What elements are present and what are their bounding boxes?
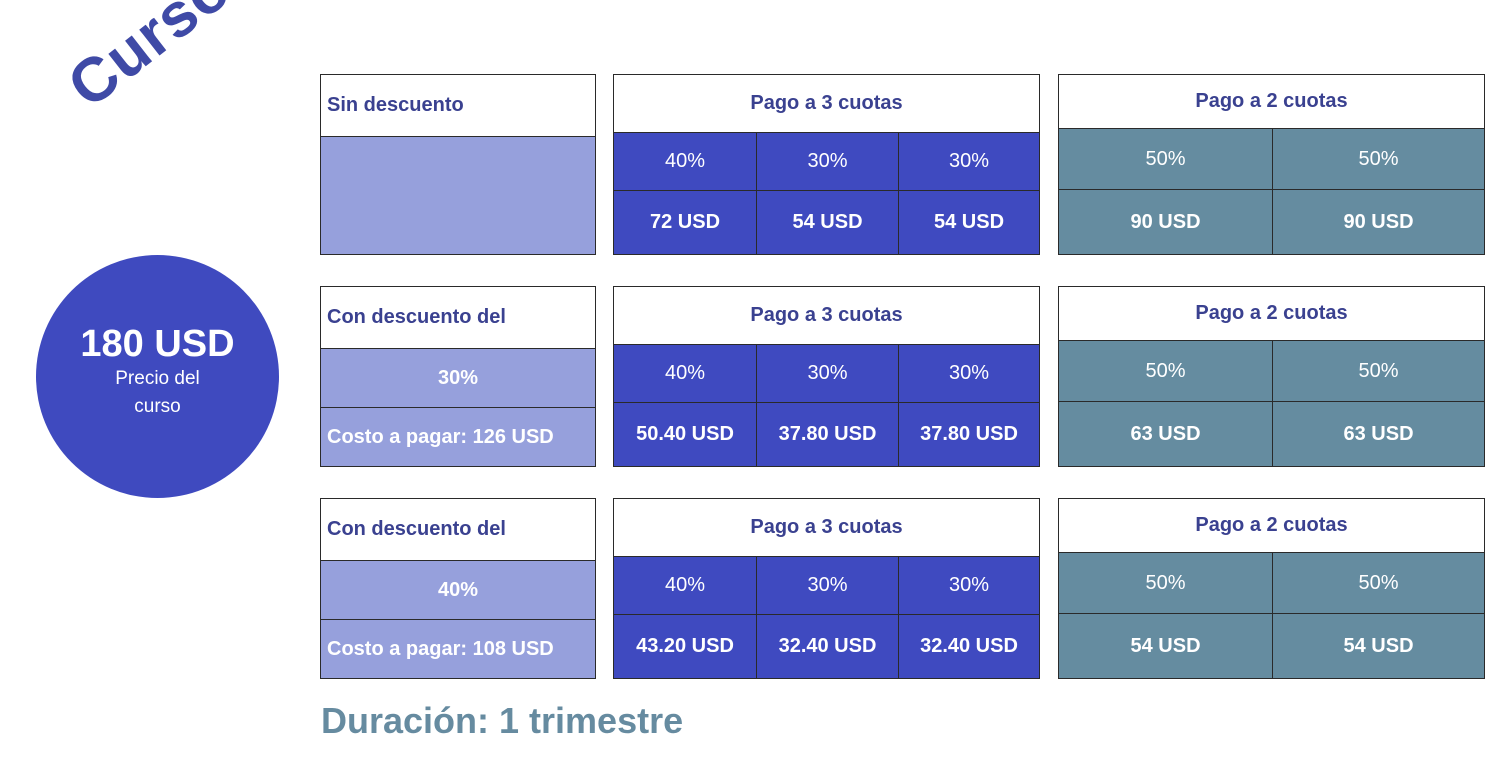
installment-percent: 50% (1059, 340, 1272, 401)
two-installments-header: Pago a 2 cuotas (1059, 75, 1484, 128)
discount-box-40: Con descuento del 40% Costo a pagar: 108… (320, 498, 596, 679)
three-installments-header: Pago a 3 cuotas (614, 75, 1039, 132)
installment-amount: 54 USD (898, 190, 1039, 254)
installment-percent: 30% (898, 132, 1039, 190)
two-installments-header: Pago a 2 cuotas (1059, 287, 1484, 340)
installment-percent: 30% (756, 556, 898, 614)
course-duration: Duración: 1 trimestre (321, 700, 684, 741)
discount-box-none: Sin descuento (320, 74, 596, 255)
two-installments-box: Pago a 2 cuotas 50% 50% 63 USD 63 USD (1058, 286, 1485, 467)
installment-amount: 50.40 USD (614, 402, 756, 466)
installment-amount: 37.80 USD (756, 402, 898, 466)
two-installments-box: Pago a 2 cuotas 50% 50% 90 USD 90 USD (1058, 74, 1485, 255)
two-installments-box: Pago a 2 cuotas 50% 50% 54 USD 54 USD (1058, 498, 1485, 679)
page-title: Cursos (55, 0, 272, 122)
course-price: 180 USD (80, 323, 235, 366)
discount-header: Con descuento del (321, 287, 595, 348)
price-badge: 180 USD Precio del curso (36, 255, 279, 498)
discount-cost: Costo a pagar: 108 USD (321, 619, 595, 678)
installment-amount: 32.40 USD (898, 614, 1039, 678)
discount-header: Sin descuento (321, 75, 595, 136)
installment-amount: 72 USD (614, 190, 756, 254)
three-installments-box: Pago a 3 cuotas 40% 30% 30% 43.20 USD 32… (613, 498, 1040, 679)
installment-percent: 30% (756, 344, 898, 402)
installment-amount: 43.20 USD (614, 614, 756, 678)
installment-percent: 30% (898, 344, 1039, 402)
three-installments-box: Pago a 3 cuotas 40% 30% 30% 50.40 USD 37… (613, 286, 1040, 467)
discount-body (321, 136, 595, 254)
course-price-label: Precio del curso (115, 367, 200, 418)
installment-percent: 50% (1272, 340, 1484, 401)
discount-header: Con descuento del (321, 499, 595, 560)
installment-amount: 90 USD (1272, 189, 1484, 254)
three-installments-header: Pago a 3 cuotas (614, 287, 1039, 344)
installment-amount: 37.80 USD (898, 402, 1039, 466)
discount-cost: Costo a pagar: 126 USD (321, 407, 595, 466)
installment-percent: 50% (1059, 128, 1272, 189)
installment-percent: 40% (614, 132, 756, 190)
two-installments-header: Pago a 2 cuotas (1059, 499, 1484, 552)
installment-percent: 40% (614, 556, 756, 614)
installment-percent: 50% (1059, 552, 1272, 613)
installment-percent: 40% (614, 344, 756, 402)
discount-percent: 40% (321, 560, 595, 619)
discount-box-30: Con descuento del 30% Costo a pagar: 126… (320, 286, 596, 467)
installment-percent: 30% (756, 132, 898, 190)
installment-percent: 30% (898, 556, 1039, 614)
installment-percent: 50% (1272, 552, 1484, 613)
installment-amount: 54 USD (1272, 613, 1484, 678)
installment-percent: 50% (1272, 128, 1484, 189)
installment-amount: 63 USD (1272, 401, 1484, 466)
installment-amount: 63 USD (1059, 401, 1272, 466)
installment-amount: 32.40 USD (756, 614, 898, 678)
installment-amount: 54 USD (756, 190, 898, 254)
three-installments-header: Pago a 3 cuotas (614, 499, 1039, 556)
installment-amount: 54 USD (1059, 613, 1272, 678)
three-installments-box: Pago a 3 cuotas 40% 30% 30% 72 USD 54 US… (613, 74, 1040, 255)
installment-amount: 90 USD (1059, 189, 1272, 254)
discount-percent: 30% (321, 348, 595, 407)
